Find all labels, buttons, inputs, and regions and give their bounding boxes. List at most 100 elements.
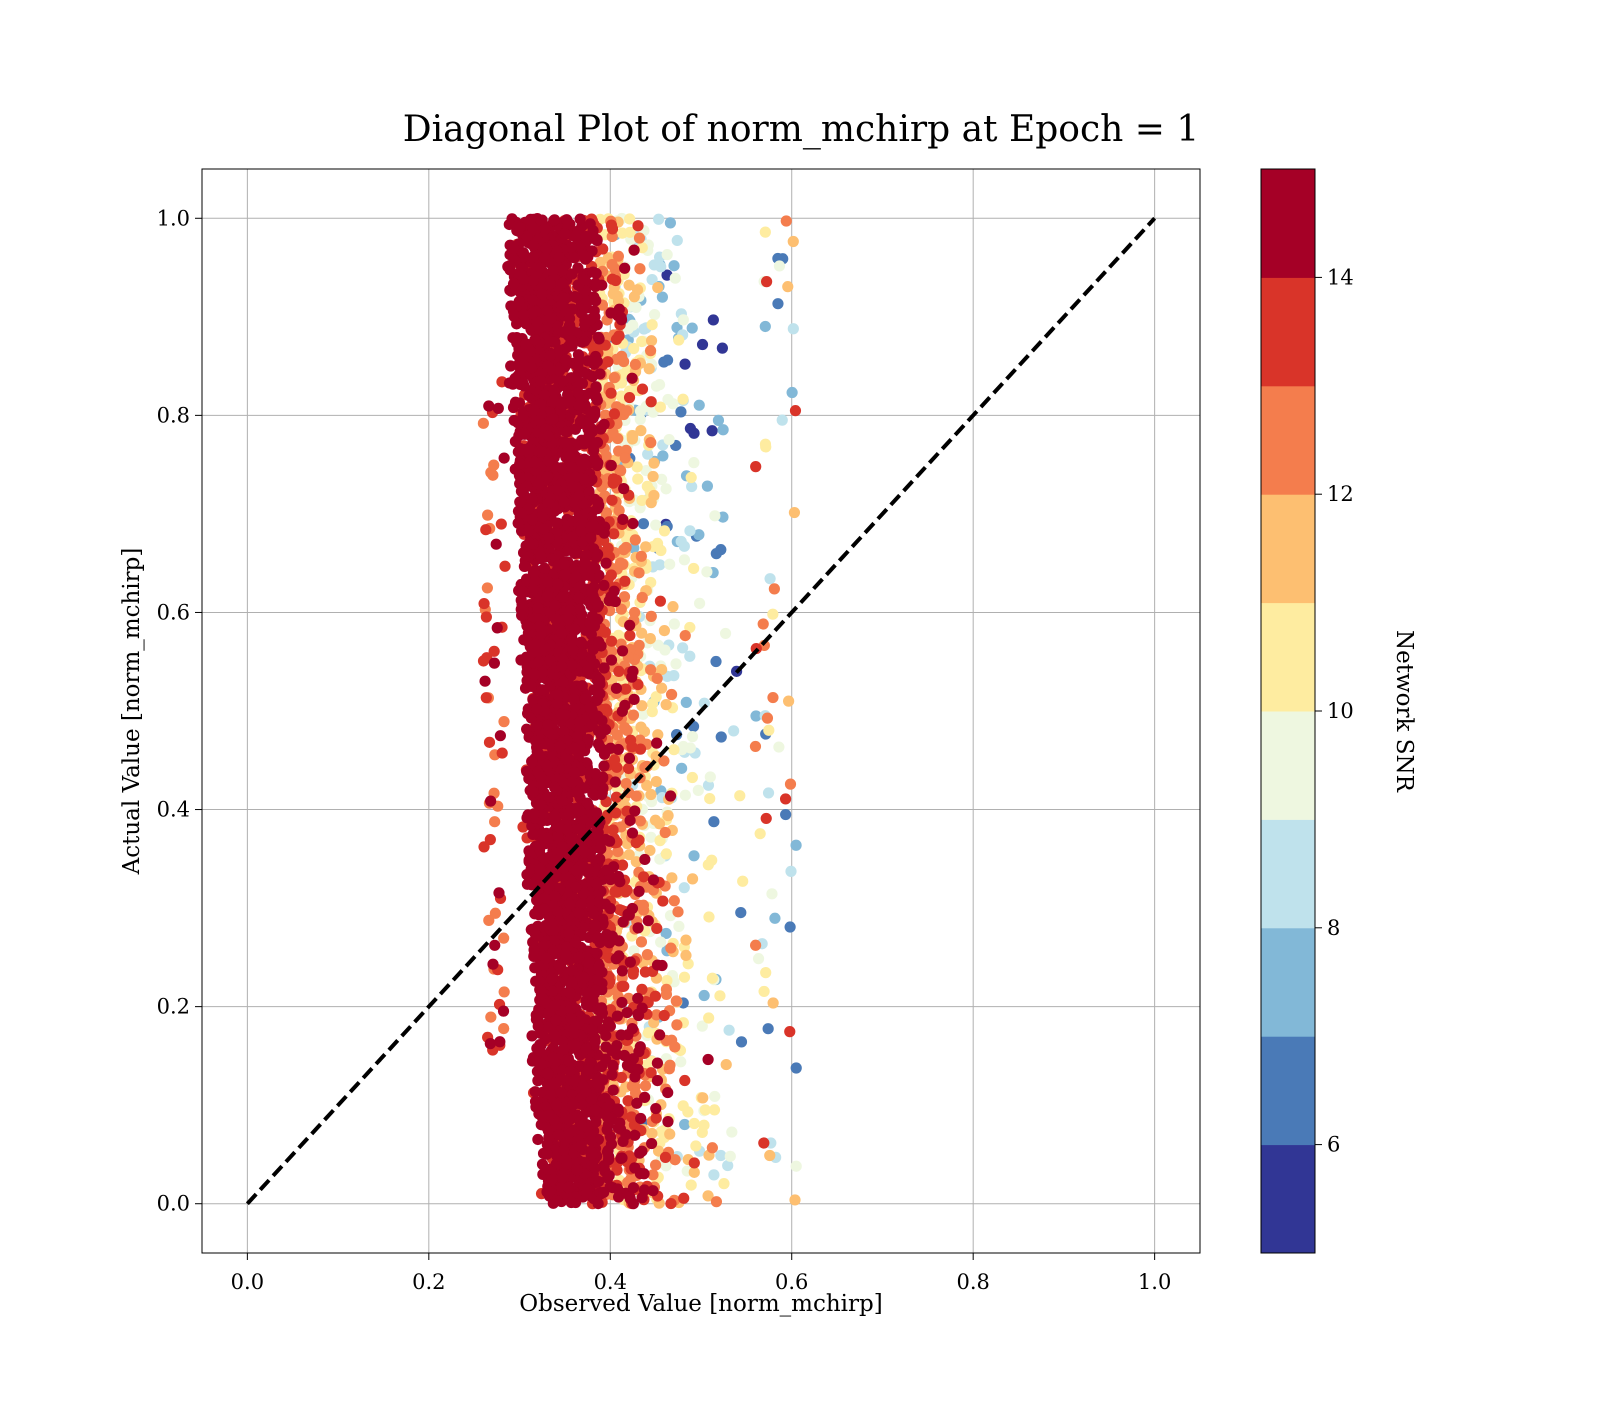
scatter-point (561, 426, 572, 437)
scatter-point (688, 850, 699, 861)
scatter-point (637, 383, 648, 394)
scatter-point (670, 273, 681, 284)
scatter-point (607, 1061, 618, 1072)
scatter-point (705, 771, 716, 782)
scatter-point (552, 484, 563, 495)
scatter-point (785, 921, 796, 932)
scatter-point (669, 1041, 680, 1052)
scatter-point (481, 692, 492, 703)
scatter-point (635, 1113, 646, 1124)
scatter-point (687, 731, 698, 742)
scatter-point (478, 655, 489, 666)
scatter-point (592, 356, 603, 367)
scatter-point (780, 809, 791, 820)
scatter-point (608, 586, 619, 597)
scatter-point (511, 318, 522, 329)
scatter-point (625, 735, 636, 746)
scatter-point (782, 281, 793, 292)
scatter-point (760, 321, 771, 332)
scatter-point (487, 470, 498, 481)
scatter-point (709, 1104, 720, 1115)
scatter-point (606, 1138, 617, 1149)
scatter-point (563, 1128, 574, 1139)
scatter-point (687, 772, 698, 783)
scatter-point (607, 595, 618, 606)
scatter-point (675, 1056, 686, 1067)
scatter-point (662, 1087, 673, 1098)
scatter-point (623, 763, 634, 774)
scatter-point (709, 510, 720, 521)
scatter-point (607, 223, 618, 234)
scatter-point (693, 785, 704, 796)
scatter-point (573, 592, 584, 603)
scatter-point (643, 915, 654, 926)
scatter-point (528, 275, 539, 286)
scatter-point (587, 266, 598, 277)
scatter-point (655, 596, 666, 607)
scatter-point (656, 960, 667, 971)
scatter-point (633, 567, 644, 578)
scatter-point (680, 790, 691, 801)
scatter-point (788, 323, 799, 334)
chart-title: Diagonal Plot of norm_mchirp at Epoch = … (403, 109, 1200, 150)
scatter-point (602, 1124, 613, 1135)
scatter-point (647, 698, 658, 709)
scatter-point (697, 339, 708, 350)
scatter-point (654, 379, 665, 390)
scatter-point (671, 995, 682, 1006)
scatter-point (547, 414, 558, 425)
scatter-point (617, 514, 628, 525)
scatter-point (631, 790, 642, 801)
scatter-point (508, 243, 519, 254)
scatter-point (694, 400, 705, 411)
scatter-point (609, 408, 620, 419)
scatter-point (584, 430, 595, 441)
scatter-point (660, 1152, 671, 1163)
scatter-point (539, 563, 550, 574)
scatter-point (642, 949, 653, 960)
scatter-point (666, 689, 677, 700)
scatter-point (646, 335, 657, 346)
scatter-point (665, 1198, 676, 1209)
scatter-point (703, 859, 714, 870)
scatter-point (613, 950, 624, 961)
scatter-point (617, 228, 628, 239)
scatter-point (665, 942, 676, 953)
scatter-point (478, 418, 489, 429)
scatter-point (639, 1092, 650, 1103)
scatter-point (606, 259, 617, 270)
scatter-point (664, 559, 675, 570)
scatter-point (768, 997, 779, 1008)
scatter-point (609, 372, 620, 383)
scatter-point (687, 873, 698, 884)
scatter-point (594, 960, 605, 971)
scatter-point (589, 621, 600, 632)
scatter-point (724, 1025, 735, 1036)
scatter-point (549, 214, 560, 225)
scatter-point (785, 866, 796, 877)
scatter-point (680, 950, 691, 961)
scatter-point (791, 1161, 802, 1172)
scatter-point (662, 1116, 673, 1127)
scatter-point (704, 793, 715, 804)
scatter-point (611, 683, 622, 694)
scatter-point (708, 314, 719, 325)
scatter-point (485, 796, 496, 807)
scatter-point (702, 1054, 713, 1065)
scatter-point (678, 314, 689, 325)
scatter-point (575, 1141, 586, 1152)
scatter-point (750, 741, 761, 752)
scatter-point (638, 1168, 649, 1179)
scatter-point (767, 609, 778, 620)
scatter-point (545, 350, 556, 361)
scatter-point (680, 630, 691, 641)
scatter-point (615, 557, 626, 568)
scatter-point (601, 865, 612, 876)
scatter-point (626, 672, 637, 683)
scatter-point (670, 658, 681, 669)
scatter-point (481, 611, 492, 622)
scatter-point (687, 322, 698, 333)
scatter-point (592, 1078, 603, 1089)
scatter-point (785, 779, 796, 790)
